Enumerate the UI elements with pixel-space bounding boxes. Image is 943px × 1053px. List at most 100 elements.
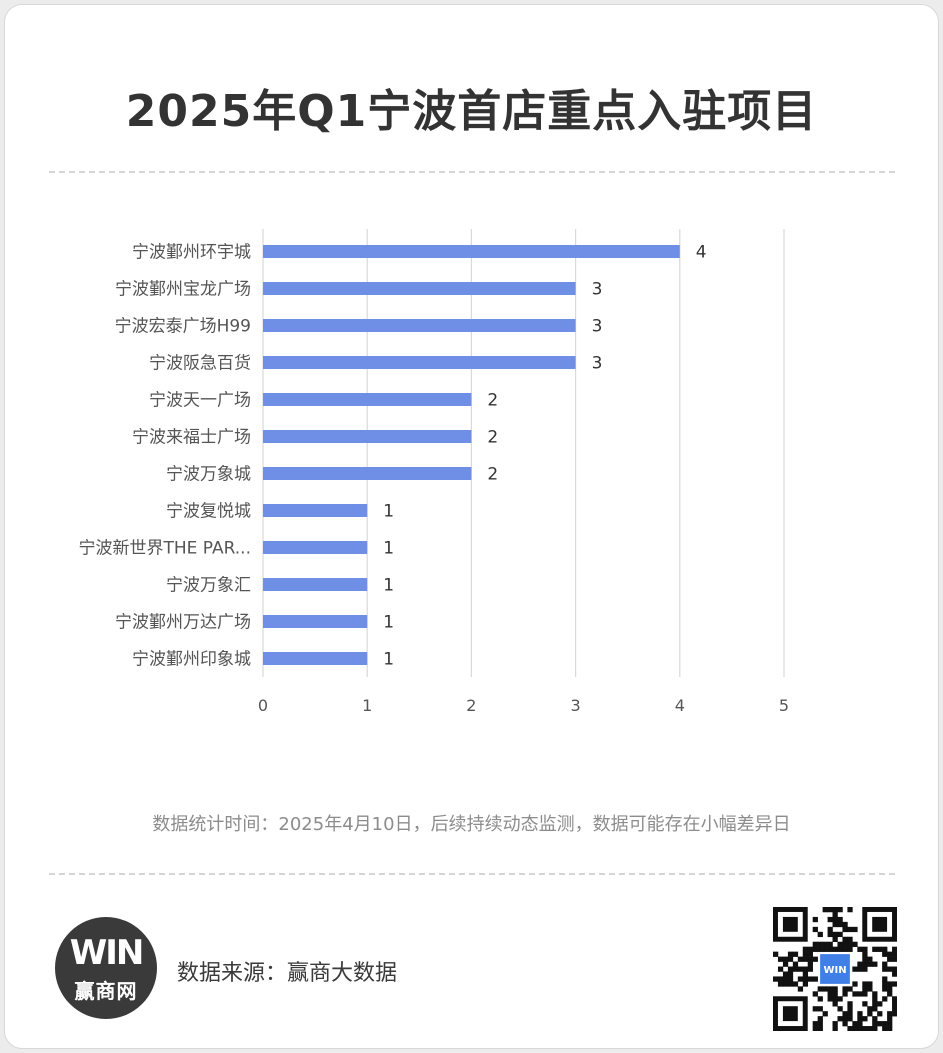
qr-module [832, 946, 838, 952]
data-label: 2 [487, 428, 498, 448]
qr-module [857, 1021, 863, 1027]
qr-module [827, 926, 833, 933]
qr-module [852, 1021, 858, 1027]
qr-module [887, 966, 893, 972]
qr-module [862, 961, 868, 967]
qr-module [797, 976, 804, 982]
qr-module [862, 1001, 868, 1007]
category-label: 宁波万象城 [166, 465, 251, 485]
qr-module [862, 1016, 868, 1022]
qr-module [812, 941, 818, 947]
qr-module [882, 966, 888, 972]
qr-module [782, 971, 789, 977]
qr-module [862, 1026, 868, 1031]
bar-chart: 0 1 2 3 4 5 宁波鄞州环宇城 4 宁波鄞州宝龙广场 3 宁波宏泰广场H99 3 宁波阪急百货 3… [78, 229, 789, 715]
data-label: 1 [383, 502, 394, 522]
qr-module [822, 907, 828, 913]
qr-module [797, 956, 804, 962]
qr-module [812, 926, 818, 933]
qr-module [842, 921, 848, 928]
qr-module [887, 956, 893, 962]
qr-module [817, 1026, 823, 1031]
qr-module [817, 1006, 823, 1012]
category-label: 宁波天一广场 [149, 391, 251, 411]
qr-module [882, 961, 888, 967]
qr-module [867, 981, 873, 987]
data-label: 2 [487, 465, 498, 485]
qr-module [892, 1006, 897, 1012]
qr-module [792, 966, 799, 972]
bar [263, 541, 368, 554]
qr-module [832, 1026, 838, 1031]
bar [263, 652, 368, 665]
top-divider [49, 171, 895, 173]
qr-module [832, 936, 838, 943]
qr-module [872, 1001, 878, 1007]
data-label: 3 [592, 280, 603, 300]
qr-module [792, 951, 799, 957]
qr-module [782, 956, 789, 962]
qr-module [867, 1006, 873, 1012]
qr-module [872, 1006, 878, 1012]
data-label: 4 [696, 243, 707, 263]
qr-module [862, 981, 868, 987]
qr-module [782, 961, 789, 967]
x-tick-label: 3 [571, 696, 581, 715]
x-tick-label: 5 [779, 696, 789, 715]
qr-module [882, 986, 888, 992]
qr-module [812, 916, 818, 923]
qr-module [817, 986, 823, 992]
qr-center-text: WIN [823, 965, 846, 976]
qr-module [852, 926, 858, 933]
qr-module [892, 966, 897, 972]
qr-module [857, 1011, 863, 1017]
qr-module [807, 966, 813, 972]
qr-module [812, 956, 818, 962]
bar [263, 578, 368, 591]
qr-module [807, 951, 813, 957]
qr-module [832, 1021, 838, 1027]
qr-module [882, 946, 888, 952]
winshang-logo: WIN 赢商网 [55, 917, 157, 1019]
qr-module [847, 1006, 853, 1012]
data-label: 1 [383, 539, 394, 559]
qr-module [792, 981, 799, 987]
qr-module [832, 991, 838, 997]
qr-module [802, 966, 809, 972]
qr-module [887, 981, 893, 987]
qr-module [807, 961, 813, 967]
qr-module [817, 931, 823, 938]
qr-module [782, 981, 789, 987]
qr-module [827, 991, 833, 997]
qr-module [847, 941, 853, 947]
qr-module [837, 931, 843, 938]
qr-module [837, 1006, 843, 1012]
qr-module [817, 941, 823, 947]
data-label: 3 [592, 354, 603, 374]
data-label: 1 [383, 576, 394, 596]
qr-module [807, 956, 813, 962]
qr-module [827, 941, 833, 947]
x-tick-label: 2 [466, 696, 476, 715]
qr-module [822, 1011, 828, 1017]
qr-module [802, 951, 809, 957]
qr-module [773, 951, 779, 957]
qr-module [787, 971, 794, 977]
qr-module [827, 916, 833, 923]
qr-module [852, 941, 858, 947]
qr-center-badge [820, 954, 850, 984]
qr-module [797, 966, 804, 972]
qr-module [877, 946, 883, 952]
qr-module [842, 991, 848, 997]
qr-module [872, 991, 878, 997]
qr-module [827, 946, 833, 952]
bar [263, 319, 576, 332]
qr-module [887, 1011, 893, 1017]
qr-module [892, 971, 897, 977]
qr-module [862, 956, 868, 962]
qr-module [842, 926, 848, 933]
qr-module [777, 966, 784, 972]
qr-module [812, 991, 818, 997]
qr-module [852, 991, 858, 997]
x-tick-label: 0 [258, 696, 268, 715]
